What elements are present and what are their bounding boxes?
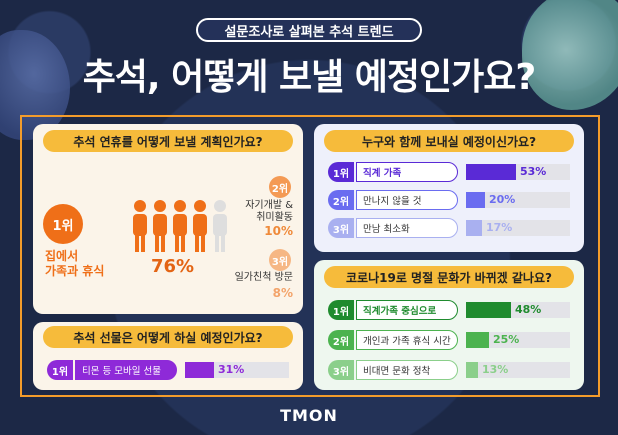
with-rank-3: 3위 <box>328 218 354 238</box>
corona-percent-1: 48% <box>515 303 542 316</box>
tmon-logo: TMON <box>280 406 338 425</box>
corona-rank-2: 2위 <box>328 330 354 350</box>
with-bar-fill-3 <box>466 220 482 236</box>
with-bar-fill-2 <box>466 192 485 208</box>
corona-percent-2: 25% <box>493 333 520 346</box>
corona-bar-track-3: 13% <box>466 362 570 378</box>
with-percent-1: 53% <box>520 165 547 178</box>
corona-bar-fill-1 <box>466 302 511 318</box>
rank2-label: 자기개발 & 취미활동 <box>245 200 293 224</box>
rank2-label-line1: 자기개발 & <box>245 200 293 211</box>
fabric-decoration-right <box>522 0 618 110</box>
plan-question: 추석 연휴를 어떻게 보낼 계획인가요? <box>43 130 293 152</box>
rank1-label-line2: 가족과 휴식 <box>45 264 105 278</box>
page-title: 추석, 어떻게 보낼 예정인가요? <box>82 57 537 98</box>
with-percent-3: 17% <box>486 221 513 234</box>
rank1-percent: 76% <box>151 256 195 277</box>
content-frame <box>20 115 600 397</box>
corona-row-2: 2위 개인과 가족 휴식 시간 25% <box>328 330 570 350</box>
rank3-label: 일가친척 방문 <box>234 272 293 283</box>
rank1-label-line1: 집에서 <box>45 249 79 263</box>
with-rank-1: 1위 <box>328 162 354 182</box>
subtitle-pill: 설문조사로 살펴본 추석 트렌드 <box>196 18 422 42</box>
gift-bar-track-1: 31% <box>185 362 289 378</box>
corona-percent-3: 13% <box>482 363 509 376</box>
gift-card: 추석 선물은 어떻게 하실 예정인가요? 1위 티몬 등 모바일 선물 31% <box>33 322 303 390</box>
corona-label-3: 비대면 문화 정착 <box>356 360 458 380</box>
with-row-2: 2위 만나지 않을 것 20% <box>328 190 570 210</box>
rank1-badge: 1위 <box>43 204 83 244</box>
corona-question: 코로나19로 명절 문화가 바뀌겠 같나요? <box>324 266 574 288</box>
corona-rank-3: 3위 <box>328 360 354 380</box>
gift-percent-1: 31% <box>218 363 245 376</box>
gift-bar-fill-1 <box>185 362 214 378</box>
with-bar-fill-1 <box>466 164 516 180</box>
person-icon-empty <box>213 200 227 252</box>
with-label-1: 직계 가족 <box>356 162 458 182</box>
corona-bar-fill-3 <box>466 362 478 378</box>
person-icon-filled <box>193 200 207 252</box>
with-card: 누구와 함께 보내실 예정이신가요? 1위 직계 가족 53% 2위 만나지 않… <box>314 124 584 252</box>
corona-row-3: 3위 비대면 문화 정착 13% <box>328 360 570 380</box>
with-label-2: 만나지 않을 것 <box>356 190 458 210</box>
with-row-1: 1위 직계 가족 53% <box>328 162 570 182</box>
with-rank-2: 2위 <box>328 190 354 210</box>
gift-question: 추석 선물은 어떻게 하실 예정인가요? <box>43 326 293 348</box>
with-label-3: 만남 최소화 <box>356 218 458 238</box>
gift-row-1: 1위 티몬 등 모바일 선물 31% <box>47 360 289 380</box>
person-icon-filled <box>153 200 167 252</box>
rank2-percent: 10% <box>264 224 293 238</box>
with-bar-track-1: 53% <box>466 164 570 180</box>
rank2-badge: 2위 <box>269 176 291 198</box>
with-row-3: 3위 만남 최소화 17% <box>328 218 570 238</box>
corona-row-1: 1위 직계가족 중심으로 48% <box>328 300 570 320</box>
plan-card: 추석 연휴를 어떻게 보낼 계획인가요? 1위 집에서 가족과 휴식 76% 2… <box>33 124 303 314</box>
rank2-label-line2: 취미활동 <box>256 212 293 223</box>
with-percent-2: 20% <box>489 193 516 206</box>
corona-card: 코로나19로 명절 문화가 바뀌겠 같나요? 1위 직계가족 중심으로 48% … <box>314 260 584 390</box>
person-icon-filled <box>133 200 147 252</box>
corona-bar-track-2: 25% <box>466 332 570 348</box>
rank3-percent: 8% <box>272 286 293 300</box>
corona-label-2: 개인과 가족 휴식 시간 <box>356 330 458 350</box>
corona-label-1: 직계가족 중심으로 <box>356 300 458 320</box>
gift-label-1: 티몬 등 모바일 선물 <box>75 360 177 380</box>
rank1-label: 집에서 가족과 휴식 <box>45 249 125 279</box>
person-icon-filled <box>173 200 187 252</box>
rank3-badge: 3위 <box>269 249 291 271</box>
corona-rank-1: 1위 <box>328 300 354 320</box>
gift-rank-1: 1위 <box>47 360 73 380</box>
corona-bar-track-1: 48% <box>466 302 570 318</box>
corona-bar-fill-2 <box>466 332 489 348</box>
with-bar-track-2: 20% <box>466 192 570 208</box>
with-question: 누구와 함께 보내실 예정이신가요? <box>324 130 574 152</box>
people-icons <box>133 200 227 252</box>
with-bar-track-3: 17% <box>466 220 570 236</box>
